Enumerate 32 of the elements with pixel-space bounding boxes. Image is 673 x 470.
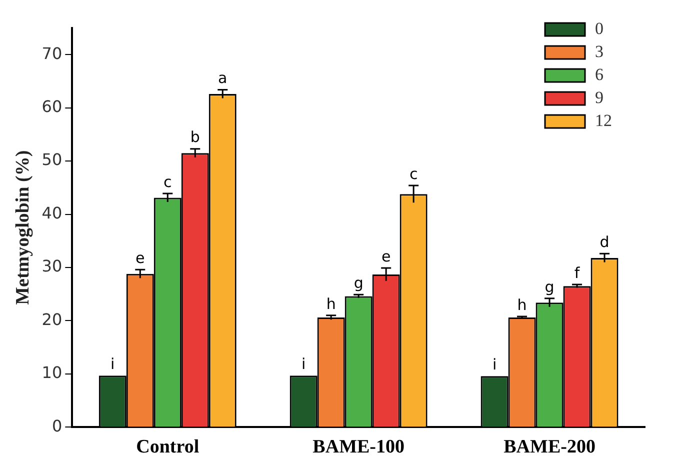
y-tick-label: 10	[42, 363, 62, 382]
y-tick-label: 30	[42, 256, 62, 276]
data-label: d	[600, 233, 610, 252]
y-tick-label: 50	[42, 150, 62, 170]
x-tick-label: Control	[136, 436, 200, 458]
y-tick-label: 60	[42, 96, 62, 116]
data-label: g	[354, 274, 364, 292]
legend-label: 3	[595, 42, 604, 61]
legend-label: 12	[595, 110, 612, 130]
data-label: g	[544, 278, 554, 296]
data-label: c	[164, 172, 172, 191]
x-tick-label: BAME-100	[312, 436, 404, 458]
x-tick-label: BAME-200	[504, 436, 596, 458]
data-label: i	[492, 355, 497, 374]
data-label: h	[517, 296, 527, 314]
data-label: a	[218, 69, 228, 88]
y-tick-label: 20	[42, 310, 62, 329]
legend-label: 6	[595, 64, 604, 84]
data-label: i	[110, 354, 115, 373]
data-label: e	[136, 249, 145, 268]
data-label: f	[574, 264, 580, 282]
y-tick-label: 40	[42, 203, 62, 222]
data-label: h	[326, 294, 336, 313]
data-label: e	[381, 247, 391, 266]
y-axis-title: Metmyoglobin (%)	[12, 150, 34, 305]
data-label: b	[190, 128, 200, 146]
y-tick-label: 0	[52, 416, 62, 436]
data-label: i	[302, 354, 306, 373]
y-tick-label: 70	[42, 44, 62, 63]
data-label: c	[409, 164, 418, 183]
legend-label: 0	[595, 18, 604, 38]
legend-label: 9	[595, 88, 604, 107]
